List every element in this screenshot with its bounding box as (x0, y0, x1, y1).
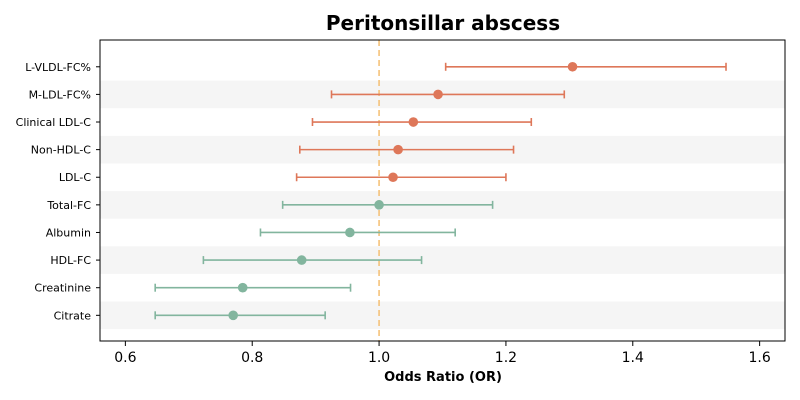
x-tick-label: 0.6 (114, 350, 136, 366)
forest-row (281, 200, 494, 210)
y-tick-label: Clinical LDL-C (16, 116, 92, 129)
x-tick-label: 1.0 (368, 350, 390, 366)
forest-row (311, 117, 533, 127)
y-tick-label: Total-FC (46, 199, 91, 212)
forest-row (154, 282, 352, 293)
odds-ratio-point (433, 89, 443, 100)
y-tick-label: Non-HDL-C (31, 144, 92, 157)
forest-row (295, 172, 507, 183)
odds-ratio-point (296, 255, 307, 265)
x-axis-ticks: 0.6 0.8 1.0 1.2 1.4 1.6 (114, 341, 771, 366)
chart-title: Peritonsillar abscess (326, 11, 560, 35)
y-tick-label: M-LDL-FC% (29, 88, 91, 101)
forest-row (298, 144, 515, 155)
forest-rows (154, 61, 727, 321)
x-tick-label: 1.2 (495, 350, 517, 366)
y-tick-label: Citrate (54, 309, 92, 322)
odds-ratio-point (237, 282, 248, 293)
forest-row (444, 61, 727, 72)
odds-ratio-point (345, 227, 355, 238)
y-tick-label: Albumin (46, 226, 91, 239)
y-tick-label: HDL-FC (50, 254, 91, 267)
y-tick-label: Creatinine (34, 282, 91, 295)
odds-ratio-point (393, 144, 403, 155)
x-tick-label: 1.6 (748, 350, 770, 366)
odds-ratio-point (567, 61, 578, 72)
odds-ratio-point (228, 310, 238, 321)
forest-row (202, 255, 423, 265)
x-axis-label: Odds Ratio (OR) (384, 370, 502, 385)
forest-row (154, 310, 326, 321)
forest-row (330, 89, 566, 100)
forest-row (259, 227, 456, 238)
y-tick-label: L-VLDL-FC% (25, 61, 91, 74)
odds-ratio-point (408, 117, 419, 127)
odds-ratio-point (374, 200, 384, 210)
x-tick-label: 1.4 (622, 350, 644, 366)
odds-ratio-point (388, 172, 398, 183)
plot-frame (99, 39, 786, 342)
x-tick-label: 0.8 (241, 350, 263, 366)
y-tick-label: LDL-C (59, 171, 92, 184)
y-axis-labels: L-VLDL-FC% M-LDL-FC% Clinical LDL-C Non-HDL… (16, 61, 100, 322)
